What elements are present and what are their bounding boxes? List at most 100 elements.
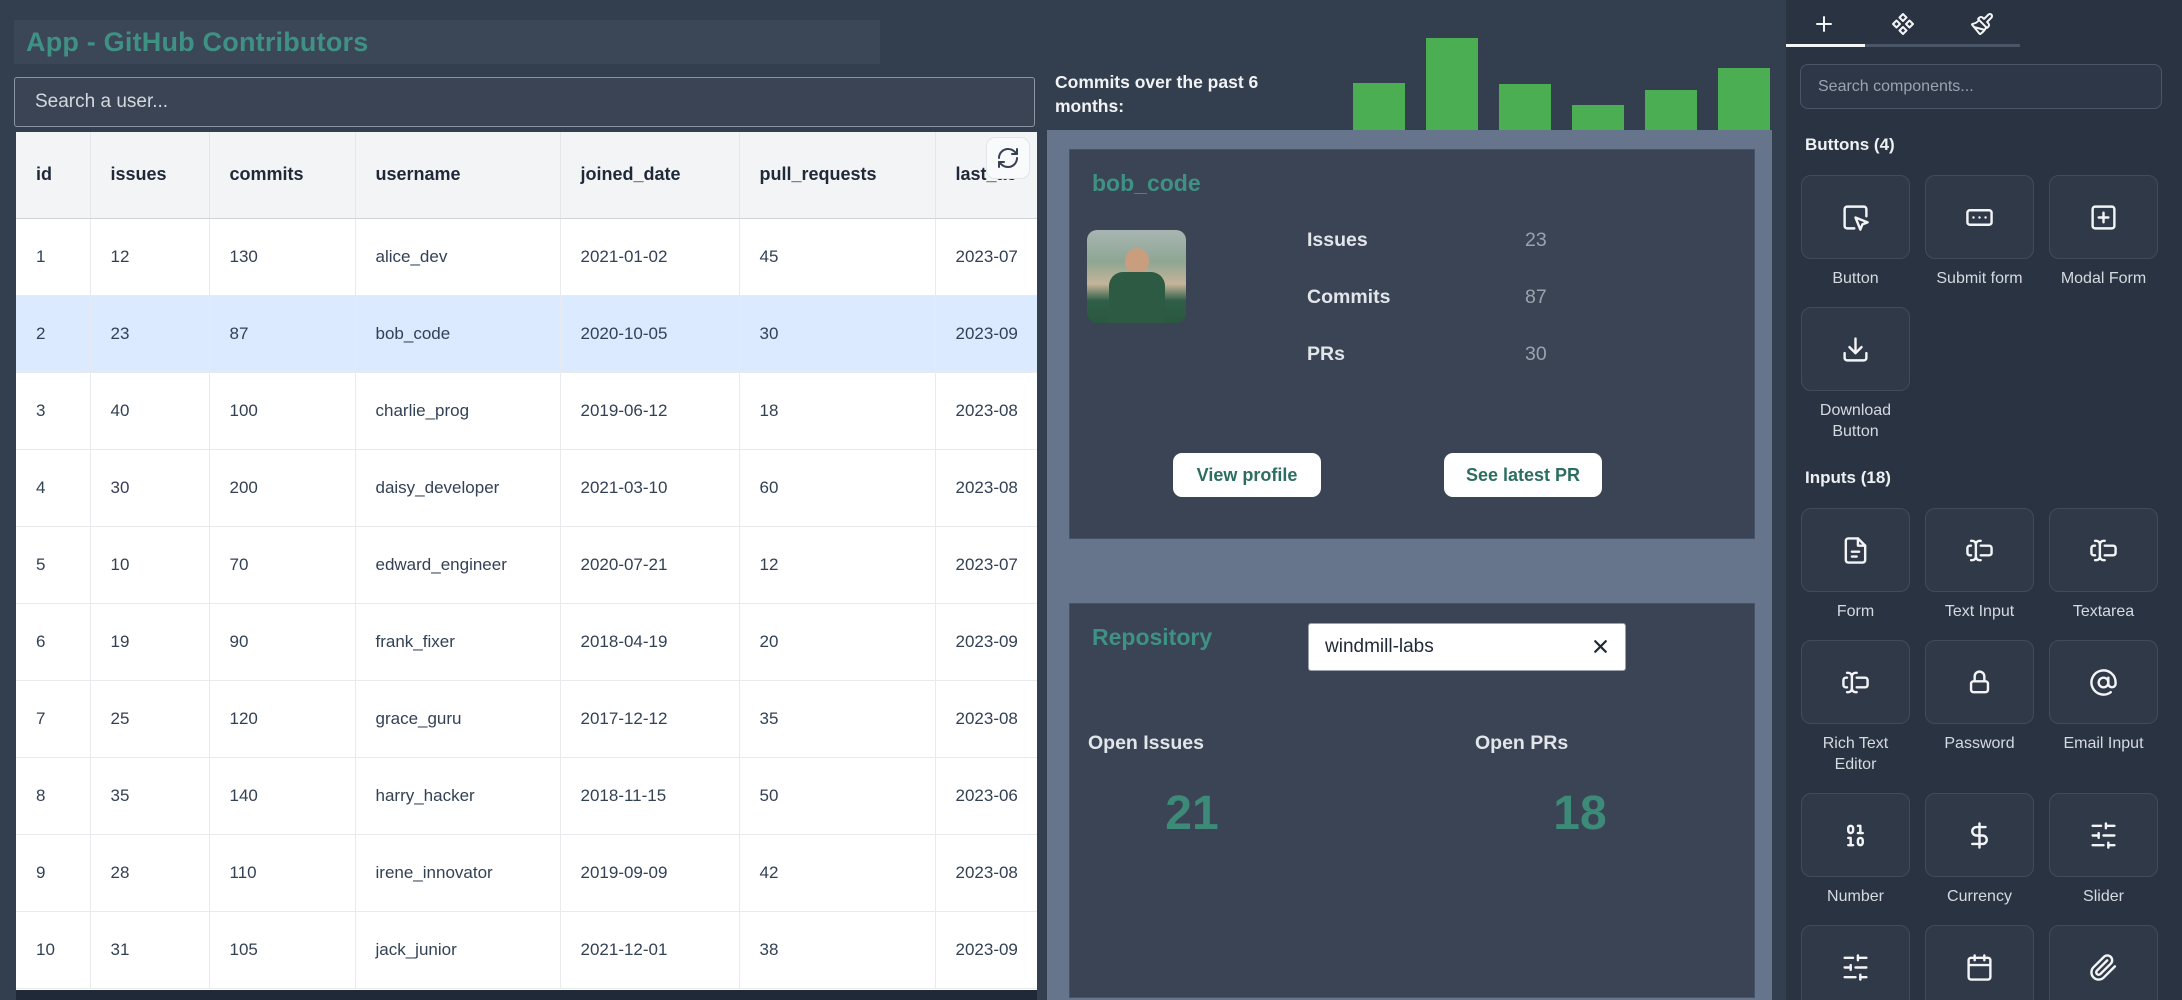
component-tile-modal-form[interactable] [2049, 175, 2158, 259]
table-row[interactable]: 4 30 200 daisy_developer 2021-03-10 60 2023-08 [16, 449, 1037, 527]
component-tile-submit-form[interactable] [1925, 175, 2034, 259]
table-cell[interactable]: 23 [90, 295, 210, 373]
table-cell[interactable]: 7 [16, 680, 91, 758]
table-cell[interactable]: 31 [90, 911, 210, 989]
table-cell[interactable]: 19 [90, 603, 210, 681]
table-row[interactable]: 6 19 90 frank_fixer 2018-04-19 20 2023-09 [16, 603, 1037, 681]
table-cell[interactable]: 10 [16, 911, 91, 989]
component-tile-unlabeled[interactable] [1925, 925, 2034, 1000]
column-header[interactable]: joined_date [560, 132, 740, 219]
table-cell[interactable]: 4 [16, 449, 91, 527]
component-tile-unlabeled[interactable] [1801, 925, 1910, 1000]
column-header[interactable]: commits [209, 132, 356, 219]
table-cell[interactable]: 1 [16, 218, 91, 296]
insert-tab[interactable] [1796, 2, 1852, 46]
table-cell[interactable]: 40 [90, 372, 210, 450]
styling-tab[interactable] [1954, 2, 2010, 46]
table-row[interactable]: 10 31 105 jack_junior 2021-12-01 38 2023-09 [16, 911, 1037, 989]
table-cell[interactable]: 2 [16, 295, 91, 373]
table-cell[interactable]: edward_engineer [355, 526, 561, 604]
table-cell[interactable]: 120 [209, 680, 356, 758]
table-cell[interactable]: 2023-06 [935, 757, 1037, 835]
table-cell[interactable]: 2021-03-10 [560, 449, 740, 527]
table-cell[interactable]: 38 [739, 911, 936, 989]
table-cell[interactable]: 5 [16, 526, 91, 604]
search-components-input[interactable] [1800, 64, 2162, 109]
table-cell[interactable]: 12 [739, 526, 936, 604]
column-header[interactable]: username [355, 132, 561, 219]
table-cell[interactable]: 45 [739, 218, 936, 296]
table-cell[interactable]: 2021-01-02 [560, 218, 740, 296]
component-tile-download-button[interactable] [1801, 307, 1910, 391]
component-tile-unlabeled[interactable] [2049, 925, 2158, 1000]
table-cell[interactable]: 6 [16, 603, 91, 681]
table-cell[interactable]: 25 [90, 680, 210, 758]
column-header[interactable]: pull_requests [739, 132, 936, 219]
table-cell[interactable]: 35 [90, 757, 210, 835]
table-cell[interactable]: 30 [90, 449, 210, 527]
table-cell[interactable]: bob_code [355, 295, 561, 373]
component-tile-password[interactable] [1925, 640, 2034, 724]
table-cell[interactable]: 2020-10-05 [560, 295, 740, 373]
table-cell[interactable]: 2018-04-19 [560, 603, 740, 681]
table-cell[interactable]: harry_hacker [355, 757, 561, 835]
table-cell[interactable]: 2023-08 [935, 372, 1037, 450]
table-cell[interactable]: 110 [209, 834, 356, 912]
table-row[interactable]: 9 28 110 irene_innovator 2019-09-09 42 2023-08 [16, 834, 1037, 912]
table-cell[interactable]: 2019-09-09 [560, 834, 740, 912]
table-cell[interactable]: frank_fixer [355, 603, 561, 681]
table-cell[interactable]: charlie_prog [355, 372, 561, 450]
component-tile-email-input[interactable] [2049, 640, 2158, 724]
table-cell[interactable]: 60 [739, 449, 936, 527]
component-tile-textarea[interactable] [2049, 508, 2158, 592]
table-cell[interactable]: 100 [209, 372, 356, 450]
table-cell[interactable]: 2023-07 [935, 526, 1037, 604]
repository-input[interactable] [1308, 623, 1626, 671]
component-tile-currency[interactable] [1925, 793, 2034, 877]
table-cell[interactable]: 2021-12-01 [560, 911, 740, 989]
table-cell[interactable]: 2023-08 [935, 449, 1037, 527]
table-cell[interactable]: 30 [739, 295, 936, 373]
table-cell[interactable]: 18 [739, 372, 936, 450]
table-cell[interactable]: 2020-07-21 [560, 526, 740, 604]
see-latest-pr-button[interactable]: See latest PR [1444, 453, 1602, 497]
component-tile-button[interactable] [1801, 175, 1910, 259]
table-cell[interactable]: 50 [739, 757, 936, 835]
view-profile-button[interactable]: View profile [1173, 453, 1321, 497]
table-cell[interactable]: alice_dev [355, 218, 561, 296]
table-cell[interactable]: 2018-11-15 [560, 757, 740, 835]
table-cell[interactable]: grace_guru [355, 680, 561, 758]
table-cell[interactable]: 2019-06-12 [560, 372, 740, 450]
table-cell[interactable]: 10 [90, 526, 210, 604]
table-row[interactable]: 3 40 100 charlie_prog 2019-06-12 18 2023-08 [16, 372, 1037, 450]
table-cell[interactable]: daisy_developer [355, 449, 561, 527]
component-tile-form[interactable] [1801, 508, 1910, 592]
component-tile-slider[interactable] [2049, 793, 2158, 877]
table-cell[interactable]: jack_junior [355, 911, 561, 989]
refresh-button[interactable] [986, 137, 1030, 179]
column-header[interactable]: issues [90, 132, 210, 219]
component-tile-number[interactable] [1801, 793, 1910, 877]
table-cell[interactable]: 70 [209, 526, 356, 604]
table-cell[interactable]: 28 [90, 834, 210, 912]
table-cell[interactable]: 87 [209, 295, 356, 373]
table-cell[interactable]: 2023-08 [935, 680, 1037, 758]
table-cell[interactable]: 90 [209, 603, 356, 681]
components-tab[interactable] [1875, 2, 1931, 46]
table-row[interactable]: 2 23 87 bob_code 2020-10-05 30 2023-09 [16, 295, 1037, 373]
table-cell[interactable]: 3 [16, 372, 91, 450]
table-cell[interactable]: 130 [209, 218, 356, 296]
table-cell[interactable]: 42 [739, 834, 936, 912]
table-cell[interactable]: 2023-08 [935, 834, 1037, 912]
component-tile-text-input[interactable] [1925, 508, 2034, 592]
table-cell[interactable]: 140 [209, 757, 356, 835]
table-cell[interactable]: 35 [739, 680, 936, 758]
table-row[interactable]: 7 25 120 grace_guru 2017-12-12 35 2023-08 [16, 680, 1037, 758]
table-row[interactable]: 1 12 130 alice_dev 2021-01-02 45 2023-07 [16, 218, 1037, 296]
component-tile-rich-text-editor[interactable] [1801, 640, 1910, 724]
table-cell[interactable]: 20 [739, 603, 936, 681]
table-cell[interactable]: 2023-09 [935, 603, 1037, 681]
table-cell[interactable]: 2023-07 [935, 218, 1037, 296]
table-row[interactable]: 5 10 70 edward_engineer 2020-07-21 12 2023-07 [16, 526, 1037, 604]
table-cell[interactable]: 12 [90, 218, 210, 296]
